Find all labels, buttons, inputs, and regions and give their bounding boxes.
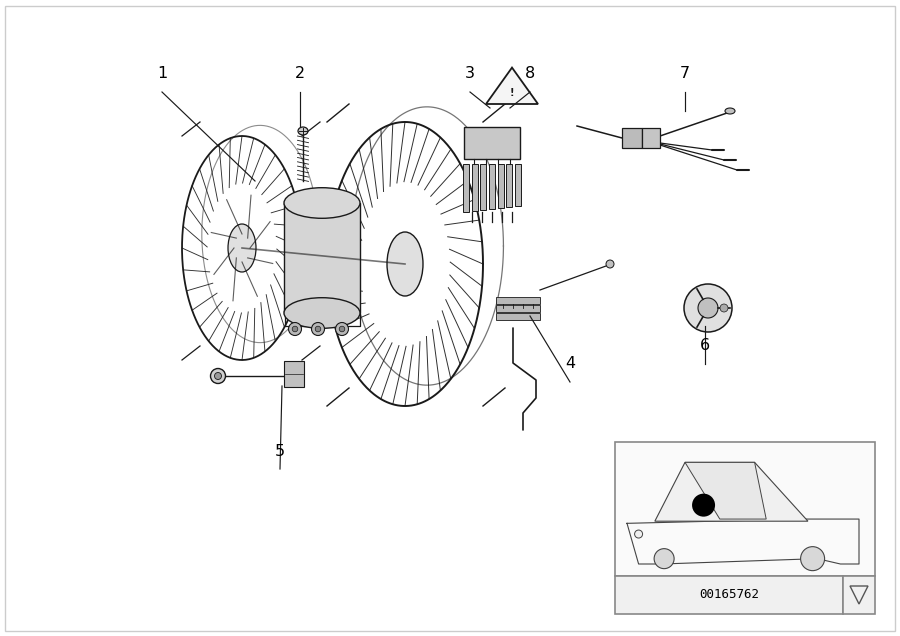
Bar	[515, 164, 521, 206]
Text: 6: 6	[700, 338, 710, 354]
Bar	[463, 164, 469, 212]
Bar	[496, 313, 540, 320]
Bar	[496, 297, 540, 304]
Bar	[472, 164, 478, 211]
Circle shape	[211, 368, 226, 384]
Circle shape	[684, 284, 732, 332]
Ellipse shape	[298, 127, 308, 135]
FancyBboxPatch shape	[284, 361, 304, 387]
Ellipse shape	[284, 298, 360, 328]
Bar	[498, 164, 504, 208]
Text: 1: 1	[157, 67, 167, 81]
Circle shape	[336, 322, 348, 336]
Bar	[642, 128, 660, 148]
Circle shape	[720, 304, 728, 312]
Circle shape	[339, 326, 345, 332]
Circle shape	[315, 326, 320, 332]
Circle shape	[692, 494, 716, 516]
Text: 2: 2	[295, 67, 305, 81]
Text: 3: 3	[465, 67, 475, 81]
Bar	[489, 164, 495, 209]
Circle shape	[606, 260, 614, 268]
Circle shape	[801, 547, 824, 570]
Bar	[843, 576, 875, 614]
Circle shape	[634, 530, 643, 538]
Bar	[481, 164, 486, 210]
Bar	[615, 442, 875, 576]
Text: 4: 4	[565, 357, 575, 371]
Text: 5: 5	[274, 443, 285, 459]
Ellipse shape	[284, 188, 360, 218]
Ellipse shape	[387, 232, 423, 296]
FancyBboxPatch shape	[464, 127, 520, 159]
Circle shape	[654, 549, 674, 569]
Circle shape	[311, 322, 325, 336]
Polygon shape	[284, 203, 360, 313]
Circle shape	[289, 322, 302, 336]
Circle shape	[214, 373, 221, 380]
Ellipse shape	[228, 224, 256, 272]
Polygon shape	[655, 462, 808, 521]
Text: 00165762: 00165762	[699, 588, 759, 602]
Bar	[615, 576, 843, 614]
Bar	[507, 164, 512, 207]
Text: 8: 8	[525, 67, 535, 81]
Text: 7: 7	[680, 67, 690, 81]
Circle shape	[292, 326, 298, 332]
Circle shape	[698, 298, 718, 318]
Ellipse shape	[725, 108, 735, 114]
Polygon shape	[486, 67, 538, 104]
Text: !: !	[509, 88, 514, 98]
Bar	[496, 305, 540, 312]
Bar	[622, 128, 642, 148]
Polygon shape	[685, 462, 766, 519]
